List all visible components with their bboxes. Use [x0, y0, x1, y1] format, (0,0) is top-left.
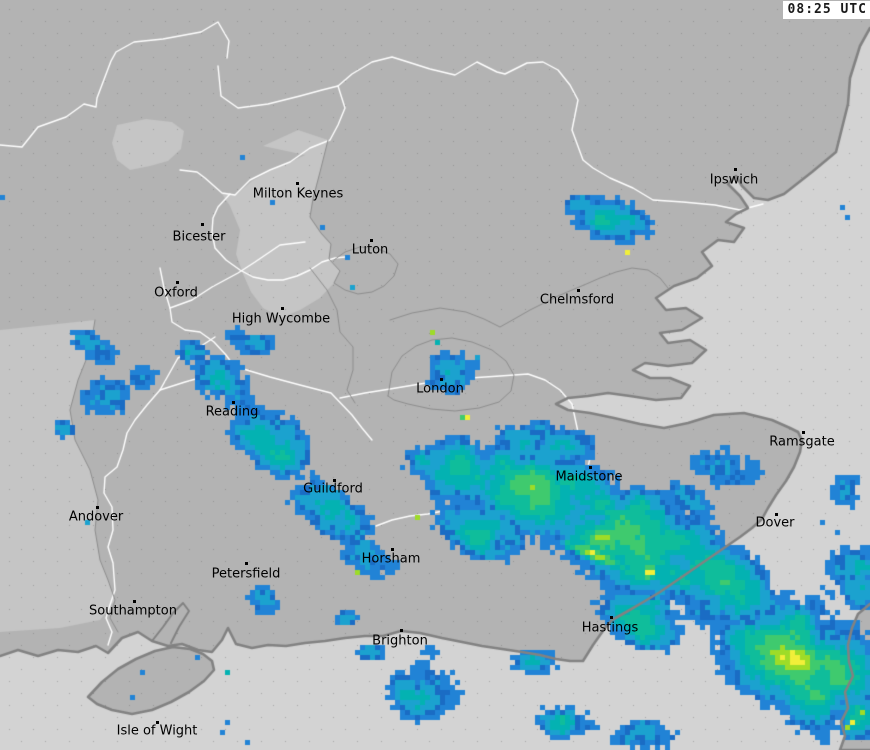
timestamp-badge: 08:25 UTC	[782, 1, 870, 19]
